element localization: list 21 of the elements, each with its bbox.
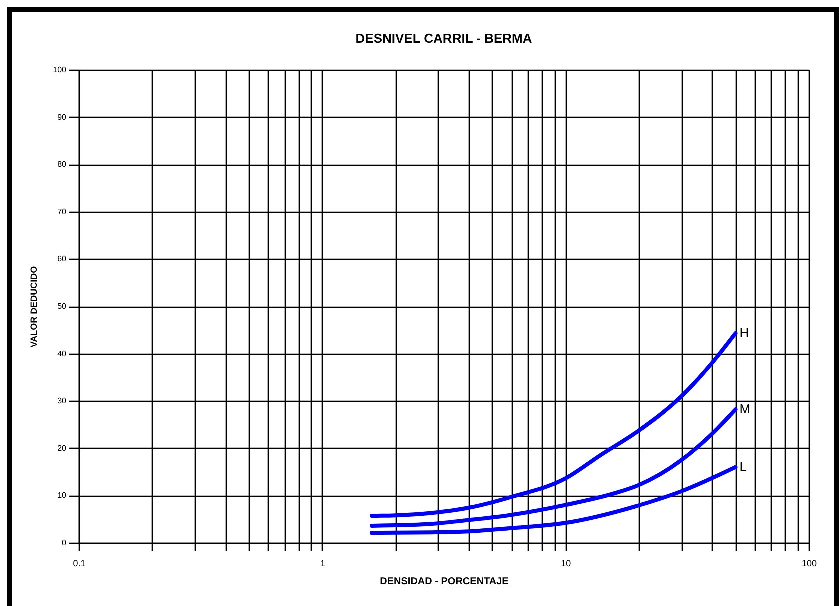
x-tick-label: 0.1	[73, 558, 86, 568]
y-tick-label: 30	[58, 396, 68, 406]
y-axis-title: VALOR DEDUCIDO	[29, 266, 40, 348]
y-tick-label: 100	[53, 66, 68, 74]
series-label: L	[740, 459, 747, 474]
y-tick-label: 0	[62, 538, 68, 548]
x-tick-label: 100	[802, 558, 818, 568]
chart-title: DESNIVEL CARRIL - BERMA	[356, 31, 533, 46]
series-label: H	[740, 325, 750, 340]
y-tick-label: 70	[58, 207, 68, 216]
x-tick-label: 1	[320, 558, 326, 568]
series-label: M	[740, 402, 751, 417]
x-axis-title: DENSIDAD - PORCENTAJE	[380, 576, 510, 588]
y-tick-label: 60	[58, 254, 68, 264]
y-tick-label: 10	[58, 491, 68, 500]
y-tick-label: 40	[58, 349, 68, 358]
x-tick-label: 10	[561, 558, 572, 568]
y-tick-label: 20	[58, 444, 68, 453]
y-tick-label: 90	[58, 112, 68, 122]
y-tick-label: 50	[58, 302, 68, 311]
y-tick-label: 80	[58, 160, 68, 170]
